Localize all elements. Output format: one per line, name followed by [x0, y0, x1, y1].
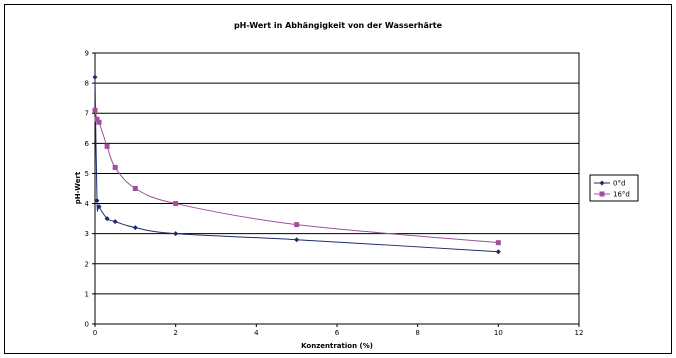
legend: 0°d 16°d — [589, 174, 639, 202]
data-point — [294, 222, 300, 228]
legend-label-1: 16°d — [613, 191, 630, 199]
data-point — [112, 164, 118, 170]
x-tick-label: 12 — [575, 329, 584, 337]
y-tick-label: 1 — [85, 290, 89, 298]
gridlines — [95, 82, 579, 295]
y-tick-label: 8 — [85, 80, 89, 88]
legend-marker-1 — [599, 191, 605, 197]
y-tick-label: 0 — [85, 321, 89, 329]
data-point — [94, 116, 100, 122]
data-point — [104, 216, 110, 222]
data-point — [495, 240, 501, 246]
data-point — [173, 201, 179, 207]
plot-background — [94, 52, 580, 325]
x-axis-ticks: 0 2 4 6 8 10 12 — [93, 324, 584, 337]
legend-marker-0 — [599, 180, 605, 186]
y-tick-label: 2 — [85, 260, 89, 268]
data-point — [96, 119, 102, 125]
y-tick-label: 7 — [85, 110, 89, 118]
data-point — [104, 143, 110, 149]
data-point — [132, 225, 138, 231]
data-point — [173, 231, 179, 237]
y-tick-label: 3 — [85, 230, 89, 238]
x-axis-title: Konzentration (%) — [301, 342, 373, 350]
x-tick-label: 6 — [335, 329, 340, 337]
data-point — [132, 186, 138, 191]
y-tick-label: 9 — [85, 50, 89, 58]
chart-title: pH-Wert in Abhängigkeit von der Wasserhä… — [234, 21, 443, 30]
legend-box — [589, 174, 639, 202]
data-point — [96, 204, 102, 210]
x-tick-label: 8 — [415, 329, 419, 337]
y-axis-title: pH-Wert — [74, 171, 82, 204]
data-point — [294, 237, 300, 243]
y-tick-label: 5 — [85, 170, 89, 178]
legend-label-0: 0°d — [613, 180, 625, 188]
data-point — [112, 219, 118, 225]
x-tick-label: 10 — [494, 329, 503, 337]
data-point — [94, 198, 100, 204]
x-tick-label: 2 — [173, 329, 177, 337]
y-tick-label: 6 — [85, 140, 90, 148]
x-tick-label: 0 — [93, 329, 97, 337]
y-tick-label: 4 — [85, 200, 90, 208]
data-point — [92, 107, 98, 113]
data-point — [92, 74, 98, 80]
x-tick-label: 4 — [254, 329, 259, 337]
data-point — [495, 249, 501, 255]
y-axis-ticks: 0 1 2 3 4 5 6 7 8 9 — [85, 50, 95, 329]
series-markers — [92, 74, 501, 255]
